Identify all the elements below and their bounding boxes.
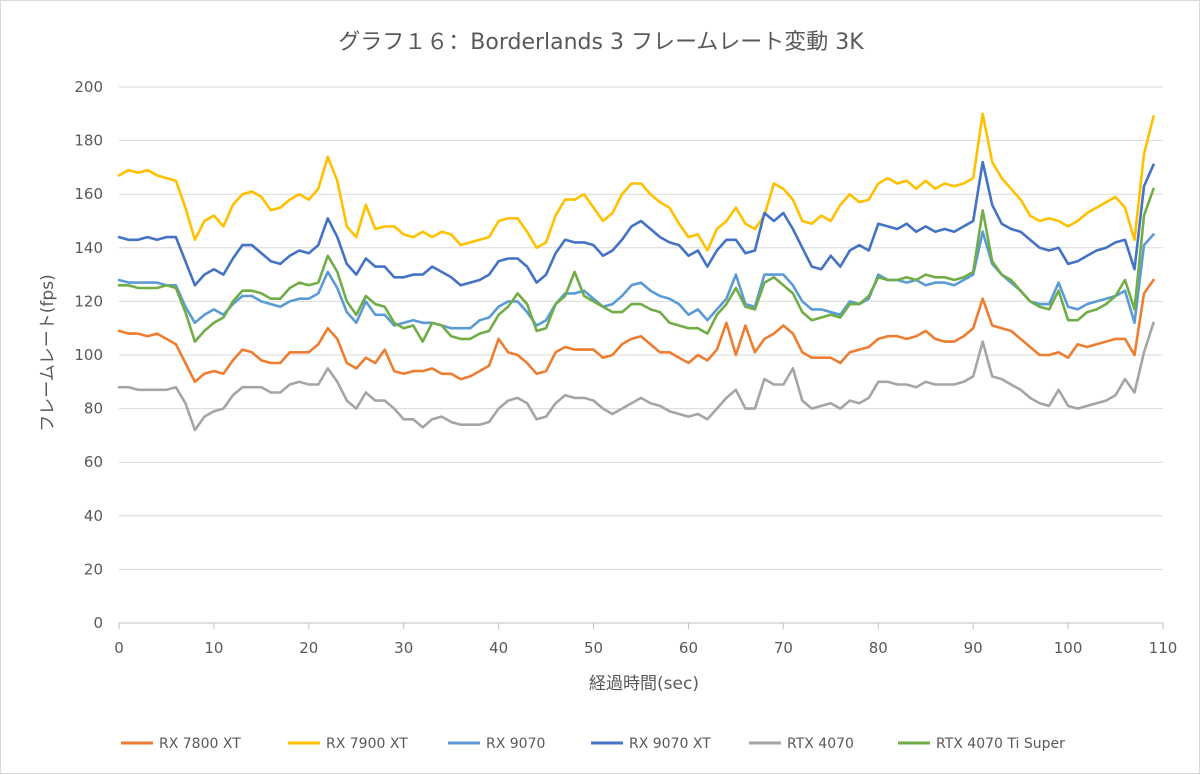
x-tick-label: 20	[299, 639, 318, 657]
x-tick-label: 10	[204, 639, 223, 657]
series-line-0	[117, 278, 1155, 384]
legend-label: RTX 4070 Ti Super	[936, 736, 1065, 752]
y-tick-label: 40	[84, 507, 103, 525]
y-tick-label: 100	[74, 346, 103, 364]
series-line-5	[117, 187, 1155, 343]
x-tick-label: 0	[114, 639, 124, 657]
y-tick-label: 20	[84, 560, 103, 578]
x-tick-label: 50	[584, 639, 603, 657]
legend-item: RTX 4070	[749, 736, 854, 752]
legend-label: RX 9070	[486, 736, 545, 752]
legend-item: RX 9070	[448, 736, 545, 752]
series-line-2	[117, 230, 1155, 330]
x-tick-label: 60	[679, 639, 698, 657]
y-tick-label: 140	[74, 239, 103, 257]
y-tick-label: 0	[93, 614, 103, 632]
y-tick-label: 200	[74, 78, 103, 96]
y-tick-label: 60	[84, 453, 103, 471]
x-tick-label: 80	[869, 639, 888, 657]
legend-label: RX 7800 XT	[159, 736, 241, 752]
gridlines	[119, 86, 1163, 624]
legend-label: RX 9070 XT	[629, 736, 711, 752]
series-line-1	[117, 112, 1155, 252]
legend: RX 7800 XT RX 7900 XT RX 9070 RX 9070 XT RTX…	[121, 736, 1065, 752]
legend-item: RX 7800 XT	[121, 736, 241, 752]
y-tick-label: 80	[84, 400, 103, 418]
x-tick-label: 30	[394, 639, 413, 657]
chart-title: グラフ１６：Borderlands 3 フレームレート変動 3K	[338, 30, 864, 55]
y-axis-ticks: 0 20 40 60 80 100 120 140 160 180 200	[74, 78, 103, 632]
x-axis-label: 経過時間(sec)	[589, 674, 699, 694]
series-line-4	[117, 321, 1155, 432]
y-tick-label: 160	[74, 185, 103, 203]
legend-item: RTX 4070 Ti Super	[898, 736, 1065, 752]
x-tick-label: 90	[964, 639, 983, 657]
x-tick-label: 40	[489, 639, 508, 657]
y-tick-label: 180	[74, 132, 103, 150]
plot-series	[117, 112, 1155, 432]
legend-item: RX 7900 XT	[288, 736, 408, 752]
x-tick-label: 100	[1054, 639, 1083, 657]
x-axis-ticks: 0 10 20 30 40 50 60 70 80 90 100 110	[114, 623, 1177, 657]
y-axis-label: フレームレート(fps)	[38, 274, 58, 431]
legend-label: RX 7900 XT	[326, 736, 408, 752]
legend-label: RTX 4070	[787, 736, 854, 752]
series-line-3	[117, 160, 1155, 287]
legend-item: RX 9070 XT	[591, 736, 711, 752]
y-tick-label: 120	[74, 292, 103, 310]
x-tick-label: 110	[1149, 639, 1178, 657]
x-tick-label: 70	[774, 639, 793, 657]
